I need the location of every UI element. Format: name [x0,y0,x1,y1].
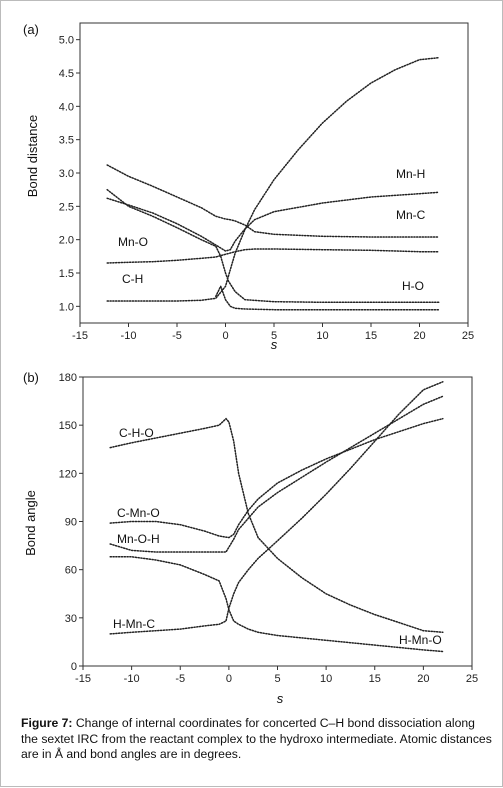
x-axis-ticks-b: -15 -10 -5 0 5 10 15 20 25 [75,666,478,685]
y-tick-label: 120 [59,468,77,480]
y-tick-label: 4.0 [59,101,74,113]
x-tick-label: 0 [226,673,232,685]
series-label-h-o: H-O [402,279,424,293]
x-tick-label: 25 [466,673,478,685]
y-axis-title-a: Bond distance [25,115,40,197]
caption-text: Change of internal coordinates for conce… [21,716,492,761]
series-line-mn-h [106,191,440,252]
y-axis-ticks-b: 0 30 60 90 120 150 180 [59,372,83,673]
series-line-h-mn-o [109,381,444,635]
x-tick-label: -5 [175,673,185,685]
y-tick-label: 1.0 [59,301,74,313]
x-axis-ticks-a: -15 -10 -5 0 5 10 15 20 25 [72,323,474,342]
series-line-h-mn-c [109,556,444,653]
x-tick-label: -15 [72,330,88,342]
x-tick-label: 10 [320,673,332,685]
x-tick-label: -15 [75,673,91,685]
y-tick-label: 2.0 [59,235,74,247]
x-tick-label: 25 [462,330,474,342]
x-tick-label: 15 [369,673,381,685]
y-axis-title-b: Bond angle [23,490,38,556]
series-label-c-h: C-H [122,272,143,286]
x-tick-label: -10 [121,330,137,342]
x-tick-label: 5 [274,673,280,685]
series-group-b [109,381,444,653]
x-tick-label: 10 [316,330,328,342]
series-line-mn-o [106,248,440,264]
y-tick-label: 0 [71,661,77,673]
series-label-mn-o-h: Mn-O-H [117,532,160,546]
series-label-c-h-o: C-H-O [119,426,154,440]
series-line-mn-c [106,164,440,238]
y-tick-label: 1.5 [59,268,74,280]
y-tick-label: 3.0 [59,168,74,180]
y-tick-label: 3.5 [59,135,74,147]
series-label-mn-h: Mn-H [396,167,425,181]
x-axis-title-a: s [271,337,278,352]
series-label-c-mn-o: C-Mn-O [117,506,160,520]
y-tick-label: 90 [65,517,77,529]
y-tick-label: 2.5 [59,201,74,213]
y-tick-label: 4.5 [59,68,74,80]
x-tick-label: -5 [172,330,182,342]
figure-caption: Figure 7: Change of internal coordinates… [21,716,493,763]
series-line-c-mn-o [109,417,444,539]
series-line-mn-o-h [109,395,444,553]
x-tick-label: 20 [417,673,429,685]
x-tick-label: 20 [413,330,425,342]
series-label-h-mn-o: H-Mn-O [399,633,442,647]
panel-b-tag: (b) [23,370,39,385]
series-line-c-h [106,188,440,304]
y-tick-label: 180 [59,372,77,384]
series-label-h-mn-c: H-Mn-C [113,617,155,631]
x-axis-title-b: s [277,691,284,706]
series-line-branch-5 [215,284,440,311]
y-tick-label: 5.0 [59,35,74,47]
y-tick-label: 150 [59,420,77,432]
y-tick-label: 30 [65,613,77,625]
series-line-h-o [106,56,440,302]
chart-panel-a: (a) 1.0 1.5 2.0 2.5 3.0 3.5 4.0 4.5 5.0 -15 -10 -5… [23,22,474,352]
series-group-a [106,56,440,311]
series-label-mn-o: Mn-O [118,235,148,249]
panel-a-tag: (a) [23,22,39,37]
series-line-c-h-o [109,417,444,634]
series-label-mn-c: Mn-C [396,208,426,222]
y-tick-label: 60 [65,565,77,577]
x-tick-label: -10 [124,673,140,685]
x-tick-label: 0 [222,330,228,342]
caption-label: Figure 7: [21,716,73,730]
y-axis-ticks-a: 1.0 1.5 2.0 2.5 3.0 3.5 4.0 4.5 5.0 [59,35,80,313]
x-tick-label: 5 [271,330,277,342]
x-tick-label: 15 [365,330,377,342]
